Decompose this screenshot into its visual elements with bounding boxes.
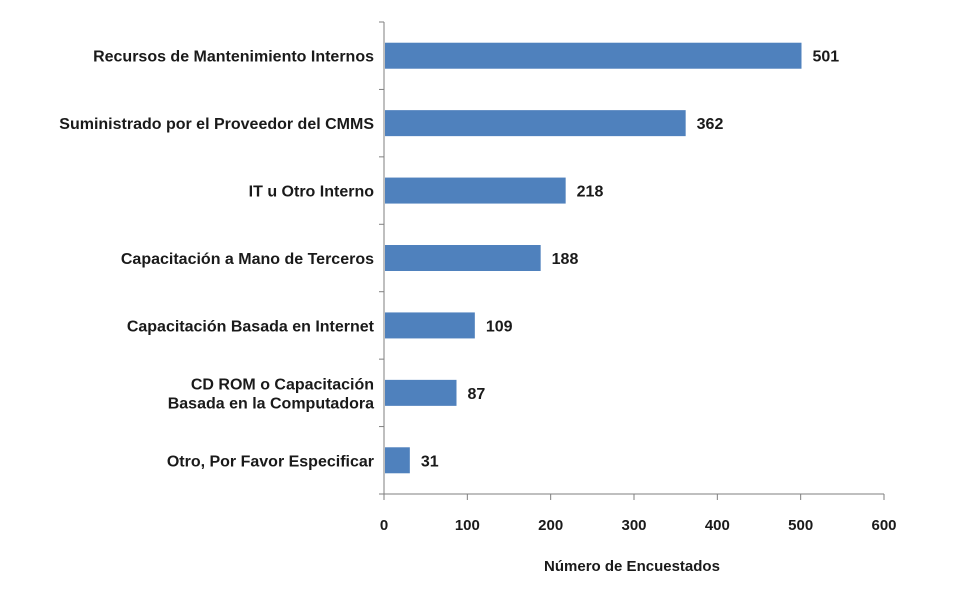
x-tick-label: 300	[621, 517, 646, 534]
bar	[385, 312, 475, 339]
value-label: 218	[577, 184, 604, 201]
x-tick-label: 500	[788, 517, 813, 534]
x-tick-label: 600	[871, 517, 896, 534]
category-label: CD ROM o Capacitación Basada en la Comput…	[168, 376, 374, 412]
value-label: 501	[813, 49, 840, 66]
bar	[385, 42, 802, 69]
category-label: Capacitación a Mano de Terceros	[121, 251, 374, 268]
x-axis-title: Número de Encuestados	[544, 558, 720, 575]
value-label: 109	[486, 318, 513, 335]
bars-group	[385, 42, 802, 474]
x-tick-label: 100	[455, 517, 480, 534]
category-label: Capacitación Basada en Internet	[127, 318, 375, 335]
category-label: Suministrado por el Proveedor del CMMS	[59, 116, 374, 133]
x-tick-label: 200	[538, 517, 563, 534]
category-label-line: Capacitación Basada en Internet	[127, 318, 375, 335]
category-label-line: CD ROM o Capacitación	[191, 376, 374, 393]
x-tick-labels: 0 100 200 300 400 500 600	[380, 517, 897, 534]
category-label-line: IT u Otro Interno	[249, 184, 375, 201]
category-label: IT u Otro Interno	[249, 184, 375, 201]
category-label-line: Capacitación a Mano de Terceros	[121, 251, 374, 268]
bar	[385, 110, 686, 137]
value-label: 362	[697, 116, 724, 133]
x-tick-label: 0	[380, 517, 388, 534]
bar	[385, 447, 410, 474]
category-label-line: Recursos de Mantenimiento Internos	[93, 49, 374, 66]
bar	[385, 177, 566, 204]
value-label: 87	[468, 386, 486, 403]
bar	[385, 379, 457, 406]
bar	[385, 245, 541, 271]
x-tick-label: 400	[705, 517, 730, 534]
value-label: 31	[421, 453, 439, 470]
category-label: Recursos de Mantenimiento Internos	[93, 49, 374, 66]
category-label: Otro, Por Favor Especificar	[167, 453, 374, 470]
value-label: 188	[552, 251, 579, 268]
value-labels: 501 362 218 188 109 87 31	[421, 49, 839, 471]
x-ticks	[383, 494, 885, 500]
category-labels: Recursos de Mantenimiento Internos Sumini…	[59, 49, 374, 471]
category-label-line: Otro, Por Favor Especificar	[167, 453, 374, 470]
category-label-line: Suministrado por el Proveedor del CMMS	[59, 116, 374, 133]
category-label-line: Basada en la Computadora	[168, 395, 374, 412]
